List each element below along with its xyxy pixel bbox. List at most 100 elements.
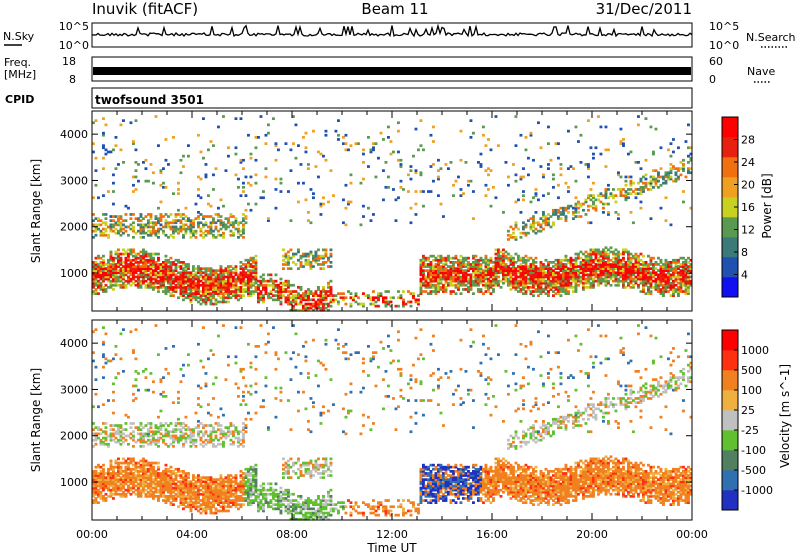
power-cell xyxy=(139,267,143,270)
power-cell xyxy=(587,165,590,168)
power-cell xyxy=(187,275,190,279)
power-cell xyxy=(187,267,190,270)
power-cell xyxy=(394,198,398,202)
power-cell xyxy=(239,271,243,275)
power-cell xyxy=(244,271,248,275)
velocity-cell xyxy=(104,486,108,490)
power-cell xyxy=(682,290,685,293)
power-cell xyxy=(679,281,683,285)
power-cell xyxy=(299,302,303,306)
power-cell xyxy=(159,169,163,172)
power-cell xyxy=(672,279,675,283)
power-cell xyxy=(432,286,435,289)
power-cell xyxy=(584,200,588,204)
power-cell xyxy=(134,252,138,256)
power-cell xyxy=(472,292,475,295)
power-cell xyxy=(274,294,278,297)
power-cell xyxy=(579,204,583,208)
power-cell xyxy=(639,200,643,204)
velocity-cell xyxy=(182,442,185,446)
power-cell xyxy=(452,277,455,281)
power-cell xyxy=(474,261,478,264)
power-cell xyxy=(214,227,218,231)
power-cell xyxy=(199,150,203,154)
power-cell xyxy=(169,265,173,268)
power-cell xyxy=(664,279,668,283)
velocity-cell xyxy=(172,497,175,500)
power-cell xyxy=(554,288,558,291)
power-cell xyxy=(147,273,150,277)
power-cell xyxy=(437,177,440,181)
power-cell xyxy=(312,258,315,262)
power-cell xyxy=(137,279,140,283)
power-cell xyxy=(569,204,573,208)
velocity-cell xyxy=(159,409,163,413)
power-cell xyxy=(524,263,528,266)
power-cell xyxy=(219,215,223,218)
velocity-cell xyxy=(177,401,180,404)
power-cell xyxy=(564,279,568,283)
velocity-cell xyxy=(104,357,108,361)
power-cell xyxy=(117,275,120,279)
power-cell xyxy=(424,258,428,262)
power-cell xyxy=(449,265,453,268)
velocity-cell xyxy=(139,480,143,484)
power-cell xyxy=(669,169,673,172)
velocity-cell xyxy=(107,476,110,479)
power-cell xyxy=(529,263,533,266)
power-cell xyxy=(129,227,133,231)
power-cell xyxy=(259,283,263,287)
velocity-cell xyxy=(159,495,163,498)
power-cell xyxy=(154,231,158,235)
power-cell xyxy=(97,275,100,279)
power-cell xyxy=(427,258,430,262)
power-cell xyxy=(579,250,583,254)
power-cell xyxy=(604,269,608,272)
power-cell xyxy=(337,300,340,304)
power-cell xyxy=(142,263,145,266)
power-cell xyxy=(297,286,300,289)
power-cell xyxy=(204,275,208,279)
power-cell xyxy=(512,236,515,239)
power-cell xyxy=(227,300,230,304)
power-cell xyxy=(372,142,375,145)
power-cell xyxy=(192,219,195,222)
power-cell xyxy=(509,275,513,279)
velocity-cell xyxy=(159,474,163,477)
power-cell xyxy=(149,252,153,256)
power-cell xyxy=(182,298,185,302)
velocity-cell xyxy=(144,492,148,496)
power-cell xyxy=(449,271,453,275)
power-cell xyxy=(592,250,595,254)
power-cell xyxy=(454,267,458,270)
velocity-cell xyxy=(154,424,158,427)
power-cell xyxy=(614,275,618,279)
power-cell xyxy=(322,154,325,158)
velocity-cell xyxy=(182,374,185,377)
velocity-cell xyxy=(107,359,110,363)
power-cell xyxy=(382,198,385,202)
power-cell xyxy=(612,273,615,277)
power-cell xyxy=(542,215,545,218)
velocity-cell xyxy=(114,376,118,379)
power-cell xyxy=(682,275,685,279)
power-cell xyxy=(592,286,595,289)
velocity-cell xyxy=(152,486,155,490)
power-cell xyxy=(482,258,485,262)
nave-tick-bottom: 0 xyxy=(709,73,716,86)
power-cell xyxy=(457,275,460,279)
power-cell xyxy=(522,190,525,193)
power-cell xyxy=(467,277,470,281)
power-cell xyxy=(522,231,525,235)
velocity-cell xyxy=(97,501,100,504)
power-cell xyxy=(242,275,245,279)
power-cell xyxy=(112,279,115,283)
power-cell xyxy=(532,281,535,285)
power-cell xyxy=(187,263,190,266)
power-cell xyxy=(504,279,508,283)
power-cell xyxy=(639,263,643,266)
power-cell xyxy=(657,171,660,175)
power-cell xyxy=(614,200,618,204)
power-cell xyxy=(294,263,298,266)
power-cell xyxy=(189,296,193,300)
